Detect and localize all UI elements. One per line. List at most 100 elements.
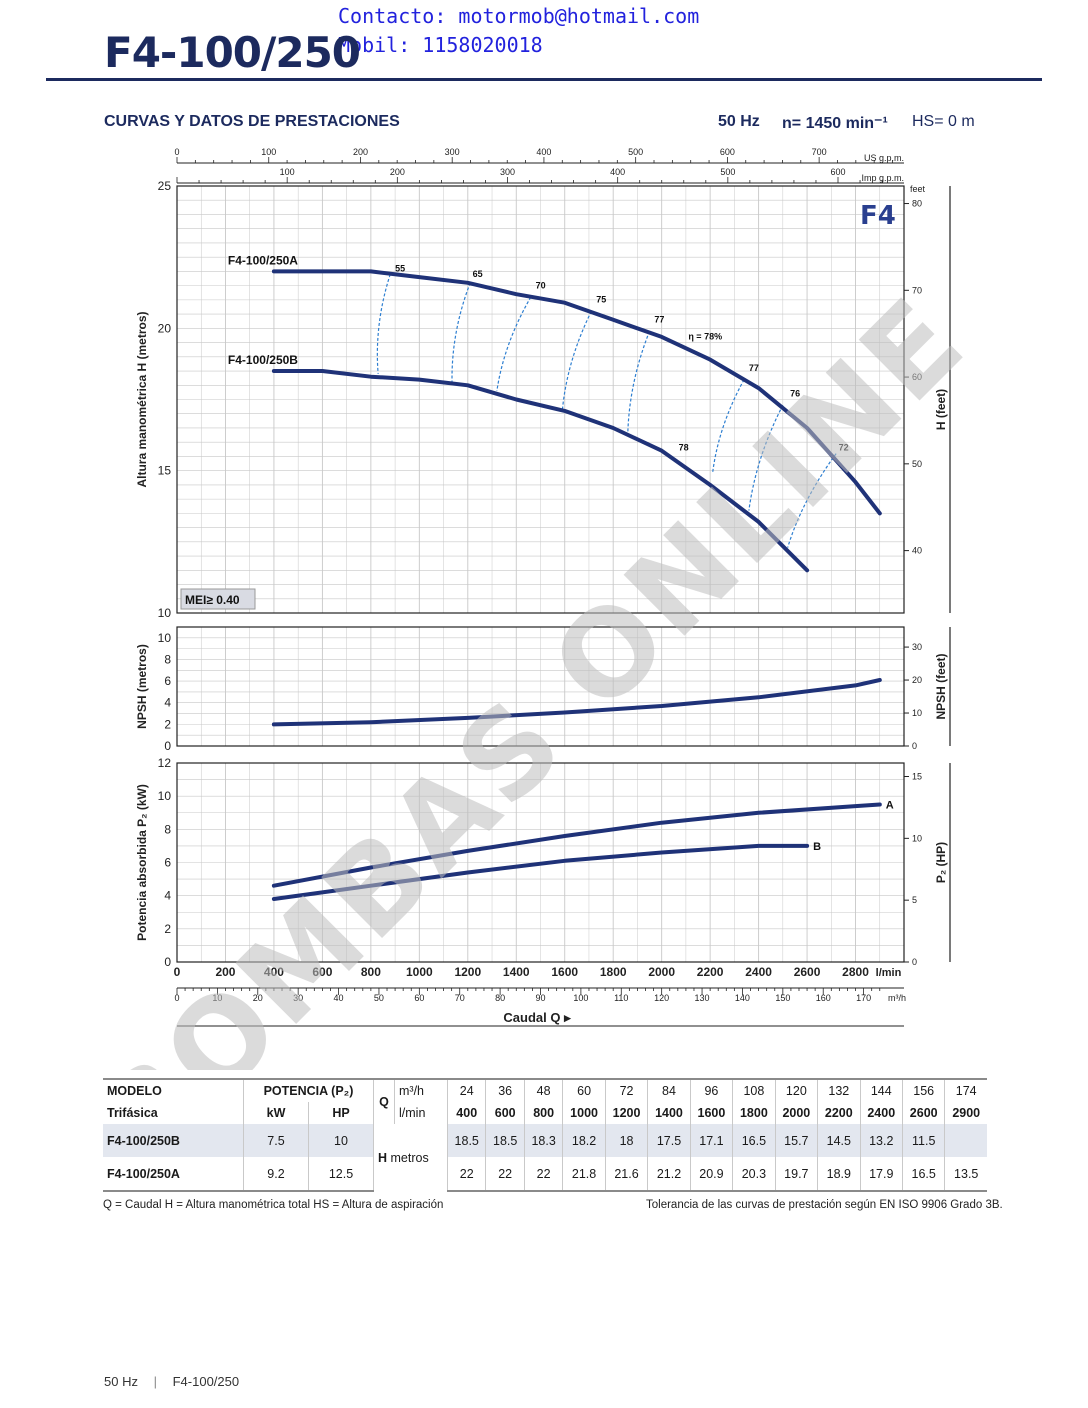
power-curve-label-a: A (886, 799, 894, 811)
m3h-tick-label: 30 (293, 993, 303, 1003)
m3h-tick-label: 60 (414, 993, 424, 1003)
npsh-curve (271, 678, 882, 727)
power-ytick: 12 (158, 756, 172, 770)
x-axis-title: Caudal Q ▸ (503, 1010, 572, 1025)
efficiency-line-70 (496, 296, 532, 392)
hs-label: HS= 0 m (912, 113, 975, 130)
head-ylabel-right: H (feet) (934, 389, 948, 430)
m3h-tick-label: 170 (856, 993, 871, 1003)
efficiency-line-76 (748, 404, 784, 511)
feet-unit: feet (910, 184, 926, 194)
q-m3h-5: 84 (647, 1078, 691, 1102)
power-ytick: 4 (164, 889, 171, 903)
x-tick-label: 1600 (551, 965, 578, 979)
m3h-tick-label: 0 (174, 993, 179, 1003)
q-lmin-12: 2900 (952, 1106, 981, 1120)
imp-gpm-tick-label: 500 (720, 167, 735, 177)
efficiency-label: 78 (679, 443, 689, 453)
contact-mobile: Mobil: 1158020018 (338, 33, 543, 57)
efficiency-line-75 (561, 310, 592, 411)
npsh-ytick: 4 (164, 696, 171, 710)
head-rtick: 80 (912, 199, 922, 209)
x-tick-label: 400 (264, 965, 284, 979)
efficiency-label: 70 (536, 280, 546, 290)
x-tick-label: 2800 (842, 965, 869, 979)
page-footer: 50 Hz | F4-100/250 (104, 1374, 239, 1389)
family-badge: F4 (860, 201, 896, 231)
q-lmin-6: 1600 (690, 1102, 734, 1124)
power-ytick: 6 (164, 856, 171, 870)
footer-separator: | (153, 1374, 157, 1389)
efficiency-line-55 (376, 274, 391, 374)
row-b-h-0: 18.5 (447, 1124, 487, 1157)
efficiency-line-65 (451, 282, 471, 383)
x-tick-label: 200 (215, 965, 235, 979)
row-a-h-9: 18.9 (817, 1157, 861, 1192)
m3h-unit: m³/h (394, 1078, 448, 1102)
x-tick-label: 2200 (697, 965, 724, 979)
efficiency-label: 76 (790, 389, 800, 399)
spec-table: MODELO POTENCIA (P₂) Q m³/h 24 36 48 60 … (103, 1078, 987, 1192)
head-frame (176, 185, 905, 614)
q-lmin-2: 800 (524, 1102, 564, 1124)
row-model-a: F4-100/250A (103, 1157, 244, 1192)
footer-model: F4-100/250 (172, 1374, 240, 1389)
q-m3h-2: 48 (524, 1078, 564, 1102)
q-lmin-3: 1000 (562, 1102, 606, 1124)
npsh-ytick: 6 (164, 674, 171, 688)
imp-gpm-unit: Imp g.p.m. (861, 173, 904, 183)
row-a-h-6: 20.9 (690, 1157, 734, 1192)
power-curve-b (271, 843, 810, 901)
us-gpm-tick-label: 600 (720, 147, 735, 157)
q-m3h-4: 72 (605, 1078, 649, 1102)
us-gpm-unit: US g.p.m. (864, 153, 904, 163)
npsh-rtick: 0 (912, 741, 917, 751)
x-tick-label: 2600 (794, 965, 821, 979)
imp-gpm-tick-label: 600 (830, 167, 845, 177)
imp-gpm-tick-label: 200 (390, 167, 405, 177)
q-lmin-4: 1200 (605, 1102, 649, 1124)
x-tick-label: 1400 (503, 965, 530, 979)
x-tick-label: 600 (312, 965, 332, 979)
m3h-tick-label: 80 (495, 993, 505, 1003)
us-gpm-tick-label: 100 (261, 147, 276, 157)
head-ytick: 25 (158, 179, 172, 193)
row-a-h-10: 17.9 (860, 1157, 903, 1192)
q-m3h-11: 156 (902, 1078, 946, 1102)
head-ylabel: Altura manométrica H (metros) (135, 311, 149, 487)
frequency-label: 50 Hz (718, 113, 760, 130)
q-lmin-1: 600 (485, 1102, 525, 1124)
q-m3h-10: 144 (860, 1078, 903, 1102)
q-lmin-7: 1800 (732, 1102, 776, 1124)
row-a-h-8: 19.7 (775, 1157, 819, 1192)
power-curve-label-b: B (813, 841, 821, 853)
m3h-tick-label: 50 (374, 993, 384, 1003)
m3h-tick-label: 120 (654, 993, 669, 1003)
x-tick-label: 800 (361, 965, 381, 979)
footer-hz: 50 Hz (104, 1374, 138, 1389)
row-a-h-12: 13.5 (944, 1157, 987, 1192)
x-tick-label: 2000 (648, 965, 675, 979)
q-lmin-0: 400 (447, 1102, 487, 1124)
row-b-h-8: 15.7 (775, 1124, 819, 1157)
row-b-h-6: 17.1 (690, 1124, 734, 1157)
legend-note: Q = Caudal H = Altura manométrica total … (103, 1199, 444, 1211)
q-m3h-8: 120 (775, 1078, 819, 1102)
efficiency-label: 65 (473, 269, 483, 279)
page-title: F4-100/250 (104, 28, 361, 77)
npsh-ytick: 0 (164, 739, 171, 753)
q-lmin-9: 2200 (817, 1102, 861, 1124)
npsh-rtick: 30 (912, 642, 922, 652)
row-a-kw: 9.2 (243, 1157, 309, 1192)
power-rtick: 15 (912, 772, 922, 782)
x-tick-label: 1000 (406, 965, 433, 979)
row-b-h-11: 11.5 (902, 1124, 946, 1157)
efficiency-label: 72 (839, 443, 849, 453)
power-rtick: 5 (912, 895, 917, 905)
q-m3h-9: 132 (817, 1078, 861, 1102)
npsh-ylabel-right: NPSH (feet) (934, 653, 948, 719)
head-ytick: 10 (158, 606, 172, 620)
q-m3h-7: 108 (732, 1078, 776, 1102)
head-ytick: 15 (158, 464, 172, 478)
power-ytick: 10 (158, 789, 172, 803)
